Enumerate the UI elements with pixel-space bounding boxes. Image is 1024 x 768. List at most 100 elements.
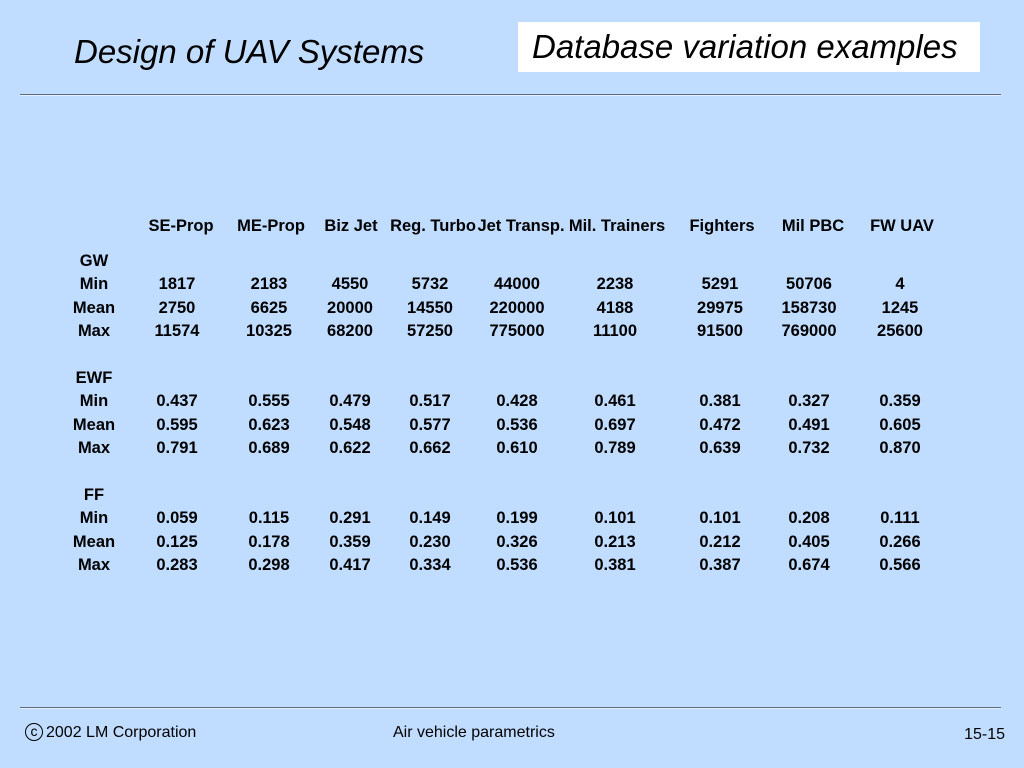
table-cell: 2750 (158, 298, 196, 317)
table-cell: 0.283 (156, 555, 198, 574)
column-header: Mil. Trainers (568, 217, 666, 235)
table-cell: 0.566 (879, 555, 921, 574)
table-cell: 0.595 (156, 415, 198, 434)
bottom-divider (20, 707, 1001, 709)
table-cell: 220000 (489, 298, 545, 317)
table-cell: 0.689 (248, 439, 290, 458)
row-label: Max (77, 555, 111, 574)
table-cell: 5291 (701, 275, 739, 294)
table-cell: 0.334 (409, 555, 451, 574)
table-cell: 2238 (596, 275, 634, 294)
table-cell: 0.732 (788, 439, 830, 458)
column-header: Fighters (689, 217, 755, 235)
group-label: FF (83, 485, 105, 504)
table-cell: 0.149 (409, 509, 451, 528)
column-header: Reg. Turbo (390, 217, 476, 235)
table-cell: 0.359 (329, 532, 371, 551)
table-cell: 11574 (154, 322, 200, 341)
table-cell: 0.548 (329, 415, 371, 434)
table-cell: 0.291 (329, 509, 371, 528)
top-divider (20, 94, 1001, 96)
table-cell: 2183 (250, 275, 288, 294)
table-cell: 0.605 (879, 415, 921, 434)
table-cell: 0.789 (594, 439, 636, 458)
row-label: Mean (72, 298, 116, 317)
table-cell: 0.298 (248, 555, 290, 574)
table-cell: 0.115 (248, 509, 290, 528)
row-label: Min (79, 275, 109, 294)
slide-title: Design of UAV Systems (74, 33, 425, 70)
table-cell: 0.125 (156, 532, 198, 551)
table-cell: 0.212 (699, 532, 741, 551)
table-cell: 29975 (697, 298, 743, 317)
table-cell: 0.472 (699, 415, 741, 434)
column-header: FW UAV (870, 217, 934, 235)
table-cell: 44000 (494, 275, 540, 294)
table-cell: 0.517 (409, 392, 451, 411)
table-cell: 0.491 (788, 415, 830, 434)
table-cell: 0.101 (594, 509, 636, 528)
table-cell: 0.266 (879, 532, 921, 551)
table-cell: 775000 (489, 322, 545, 341)
table-cell: 20000 (327, 298, 373, 317)
table-cell: 4188 (596, 298, 634, 317)
group-label: GW (79, 252, 109, 270)
table-cell: 0.111 (880, 509, 920, 528)
column-header: Biz Jet (324, 217, 378, 235)
table-cell: 25600 (877, 322, 923, 341)
table-cell: 158730 (781, 298, 837, 317)
row-label: Mean (72, 415, 116, 434)
footer-owner: 2002 LM Corporation (46, 724, 197, 741)
table-cell: 0.437 (156, 392, 198, 411)
table-cell: 0.610 (496, 439, 538, 458)
table-cell: 0.213 (594, 532, 636, 551)
table-cell: 0.059 (156, 509, 198, 528)
table-cell: 0.326 (496, 532, 538, 551)
table-cell: 0.381 (699, 392, 741, 411)
table-cell: 0.697 (594, 415, 636, 434)
table-cell: 0.199 (496, 509, 538, 528)
table-cell: 0.428 (496, 392, 538, 411)
table-cell: 4 (895, 275, 905, 294)
table-cell: 0.870 (879, 439, 921, 458)
table-cell: 0.461 (594, 392, 636, 411)
table-cell: 1817 (158, 275, 196, 294)
table-cell: 0.623 (248, 415, 290, 434)
column-header: ME-Prop (237, 217, 305, 235)
heading-box-label: Database variation examples (532, 28, 958, 65)
page-number: 15-15 (964, 726, 1005, 743)
table-cell: 0.178 (248, 532, 290, 551)
table-cell: 769000 (781, 322, 837, 341)
table-cell: 4550 (331, 275, 369, 294)
group-label: EWF (75, 368, 113, 387)
footer-topic: Air vehicle parametrics (393, 724, 555, 741)
copyright-icon: c (25, 723, 43, 741)
table-cell: 0.555 (248, 392, 290, 411)
table-cell: 57250 (407, 322, 453, 341)
table-cell: 0.536 (496, 415, 538, 434)
table-cell: 0.230 (409, 532, 451, 551)
table-cell: 10325 (246, 322, 292, 341)
table-cell: 5732 (411, 275, 449, 294)
table-cell: 0.417 (329, 555, 371, 574)
column-header: Jet Transp. (477, 217, 565, 235)
table-cell: 0.359 (879, 392, 921, 411)
table-cell: 6625 (250, 298, 288, 317)
table-cell: 0.791 (156, 439, 198, 458)
table-cell: 0.101 (699, 509, 741, 528)
table-cell: 0.405 (788, 532, 830, 551)
table-cell: 0.674 (788, 555, 830, 574)
table-cell: 0.639 (699, 439, 741, 458)
column-header: SE-Prop (148, 217, 214, 235)
table-cell: 0.327 (788, 392, 830, 411)
row-label: Mean (72, 532, 116, 551)
table-cell: 0.536 (496, 555, 538, 574)
table-cell: 0.662 (409, 439, 451, 458)
column-header: Mil PBC (781, 217, 845, 235)
table-cell: 0.387 (699, 555, 741, 574)
table-cell: 91500 (697, 322, 743, 341)
row-label: Min (79, 392, 109, 411)
table-cell: 0.479 (329, 392, 371, 411)
